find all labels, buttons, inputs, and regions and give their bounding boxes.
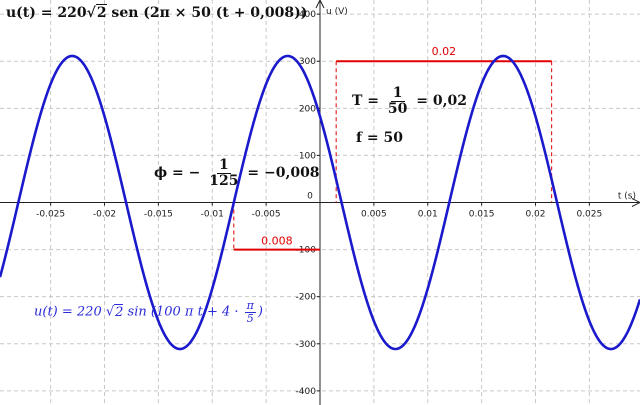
x-tick-label: -0.015: [144, 210, 173, 220]
x-tick-label: 0: [307, 192, 313, 202]
y-tick-label: 300: [299, 57, 316, 67]
equation-lhs: u(t) = 220: [34, 304, 106, 320]
phase-rhs: = −0,008: [247, 165, 320, 182]
title-formula: u(t) = 220√2 sen (2π × 50 (t + 0,008)): [6, 4, 308, 21]
y-tick-label: -300: [296, 340, 317, 350]
x-axis-label: t (s): [618, 192, 636, 202]
x-tick-label: 0.015: [469, 210, 495, 220]
phase-lhs: ϕ = −: [154, 165, 201, 182]
period-formula: T = 1 50 = 0,02: [352, 86, 467, 116]
red-markers: [233, 60, 553, 251]
voltage-curve: [0, 54, 640, 351]
sine-equation: u(t) = 220 √2 sin ⁣(100 π t + 4 · π 5): [34, 299, 263, 325]
x-tick-label: -0.02: [93, 210, 116, 220]
y-axis-arrow: [315, 0, 325, 9]
x-tick-label: 0.01: [418, 210, 438, 220]
phase-numerator: 1: [217, 157, 231, 174]
equation-mid: sin ⁣(100 π t + 4 ·: [123, 304, 243, 320]
y-tick-label: 200: [299, 104, 316, 114]
y-tick-label: 400: [299, 10, 316, 20]
shift-marker-label: 0.008: [261, 235, 293, 248]
title-rhs: sen (2π × 50 (t + 0,008)): [106, 5, 308, 21]
period-marker-label: 0.02: [432, 45, 457, 58]
tick-labels: -0.025 -0.02 -0.015 -0.01 -0.005 0 0.005 0.01 0.…: [36, 10, 602, 397]
phase-formula: ϕ = − 1 125 = −0,008: [154, 158, 320, 188]
frequency-formula: f = 50: [356, 130, 403, 146]
y-tick-label: -400: [296, 387, 317, 397]
equation-denominator: 5: [246, 311, 254, 325]
period-lhs: T =: [352, 93, 380, 110]
period-rhs: = 0,02: [416, 93, 467, 110]
equation-sqrt-arg: 2: [114, 303, 124, 320]
equation-numerator: π: [244, 299, 256, 313]
period-denominator: 50: [387, 100, 408, 117]
x-tick-label: 0.025: [576, 210, 602, 220]
x-axis-arrow: [631, 198, 640, 207]
x-tick-label: 0.02: [525, 210, 545, 220]
y-tick-label: -200: [296, 293, 317, 303]
x-tick-label: -0.01: [201, 210, 224, 220]
equation-rhs: ): [257, 304, 263, 320]
period-numerator: 1: [390, 85, 405, 102]
x-tick-label: 0.005: [361, 210, 387, 220]
phase-denominator: 125: [209, 172, 239, 189]
x-tick-label: -0.005: [252, 210, 281, 220]
y-tick-label: 100: [299, 151, 316, 161]
title-sqrt-arg: 2: [95, 4, 107, 21]
y-axis-label: u (V): [326, 7, 348, 17]
title-lhs: u(t) = 220: [6, 5, 87, 21]
x-tick-label: -0.025: [36, 210, 65, 220]
